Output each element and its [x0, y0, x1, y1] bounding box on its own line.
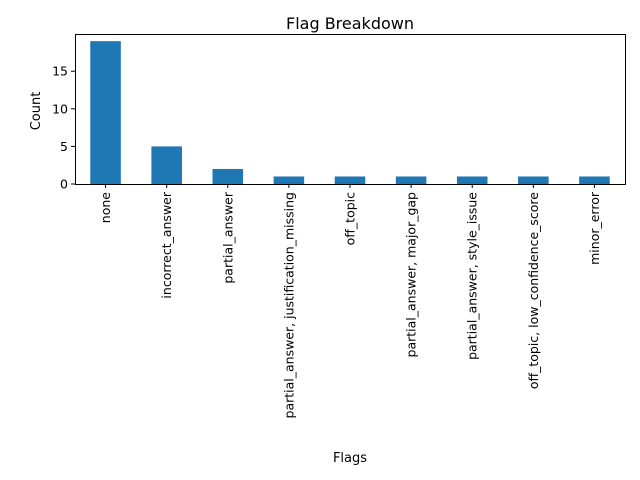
bar-0 [90, 41, 121, 185]
x-tick-label: partial_answer, style_issue [465, 192, 480, 360]
bar-6 [456, 176, 488, 184]
bar-3 [273, 176, 305, 184]
bar-5 [395, 176, 427, 184]
bar-7 [518, 176, 549, 184]
y-tick-label: 15 [52, 64, 68, 79]
y-tick-label: 10 [52, 101, 68, 116]
y-tick-label: 5 [60, 139, 68, 154]
bar-2 [212, 168, 244, 184]
y-tick-label: 0 [60, 177, 68, 192]
x-tick-label: partial_answer, justification_missing [281, 192, 296, 418]
y-axis-ticks: 0 5 10 15 [52, 64, 75, 192]
x-tick-label: partial_answer, major_gap [404, 192, 419, 358]
bars-group [90, 41, 610, 185]
x-tick-label: minor_error [587, 191, 602, 265]
bar-1 [151, 146, 182, 184]
y-axis-label: Count [29, 92, 44, 131]
plot-frame [75, 34, 626, 185]
x-tick-label: off_topic, low_confidence_score [526, 192, 541, 389]
x-axis-ticks: none incorrect_answer partial_answer partia… [98, 184, 602, 418]
x-tick-label: off_topic [343, 192, 358, 245]
bar-8 [579, 176, 610, 184]
x-tick-label: partial_answer [220, 191, 235, 283]
x-axis-label: Flags [333, 451, 367, 466]
chart-title: Flag Breakdown [286, 14, 414, 33]
x-tick-label: incorrect_answer [159, 191, 174, 298]
x-tick-label: none [98, 192, 113, 223]
bar-4 [334, 176, 366, 184]
